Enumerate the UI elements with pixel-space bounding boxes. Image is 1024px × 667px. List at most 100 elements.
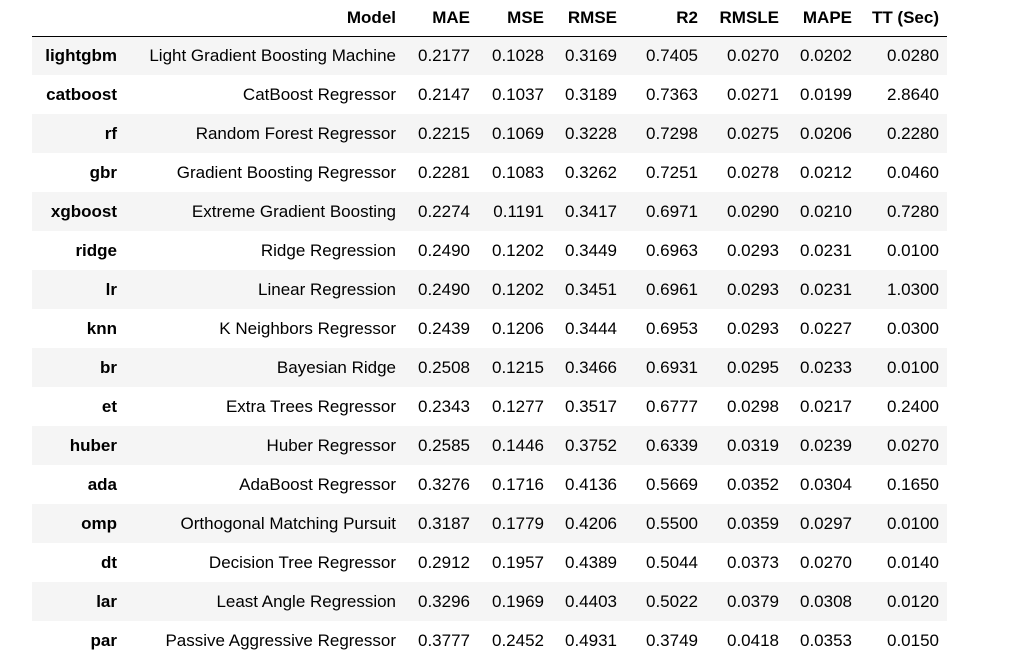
table-row: xgboost Extreme Gradient Boosting 0.2274 0.… bbox=[32, 192, 947, 231]
mae-cell: 0.2274 bbox=[418, 201, 470, 221]
tt-cell: 2.8640 bbox=[887, 84, 939, 104]
mae-cell: 0.2912 bbox=[418, 552, 470, 572]
mse-cell: 0.1069 bbox=[492, 123, 544, 143]
rmse-cell: 0.3417 bbox=[565, 201, 617, 221]
model-name-cell: AdaBoost Regressor bbox=[239, 474, 396, 494]
model-name-cell: Extreme Gradient Boosting bbox=[191, 201, 396, 221]
rmse-cell: 0.3444 bbox=[565, 318, 617, 338]
rmse-cell: 0.4389 bbox=[565, 552, 617, 572]
mae-cell: 0.2215 bbox=[418, 123, 470, 143]
table-header: Model MAE MSE RMSE R2 RMSLE MAPE TT (Sec… bbox=[32, 0, 947, 37]
tt-cell: 0.0120 bbox=[887, 591, 939, 611]
mse-cell: 0.1191 bbox=[493, 201, 544, 221]
tt-cell: 0.0270 bbox=[887, 435, 939, 455]
row-index-label: dt bbox=[100, 552, 117, 572]
mae-cell: 0.2490 bbox=[418, 240, 470, 260]
model-name-cell: Ridge Regression bbox=[260, 240, 396, 260]
row-index-label: xgboost bbox=[50, 201, 117, 221]
rmsle-cell: 0.0379 bbox=[727, 591, 779, 611]
mae-cell: 0.2585 bbox=[418, 435, 470, 455]
mae-cell: 0.3276 bbox=[418, 474, 470, 494]
tt-cell: 0.0280 bbox=[887, 45, 939, 65]
table-row: huber Huber Regressor 0.2585 0.1446 0.3752 0.… bbox=[32, 426, 947, 465]
table-row: catboost CatBoost Regressor 0.2147 0.1037 0.… bbox=[32, 75, 947, 114]
tt-cell: 0.7280 bbox=[887, 201, 939, 221]
model-name-cell: Random Forest Regressor bbox=[195, 123, 396, 143]
rmse-cell: 0.3752 bbox=[565, 435, 617, 455]
r2-cell: 0.7405 bbox=[646, 45, 698, 65]
model-name-cell: K Neighbors Regressor bbox=[219, 318, 396, 338]
mae-cell: 0.3296 bbox=[418, 591, 470, 611]
row-index-label: ridge bbox=[75, 240, 117, 260]
r2-cell: 0.7363 bbox=[646, 84, 698, 104]
model-name-cell: Light Gradient Boosting Machine bbox=[149, 45, 396, 65]
table-row: gbr Gradient Boosting Regressor 0.2281 0.10… bbox=[32, 153, 947, 192]
rmsle-cell: 0.0278 bbox=[727, 162, 779, 182]
rmsle-cell: 0.0290 bbox=[727, 201, 779, 221]
rmsle-cell: 0.0352 bbox=[727, 474, 779, 494]
tt-cell: 0.1650 bbox=[887, 474, 939, 494]
mse-cell: 0.1202 bbox=[492, 240, 544, 260]
mape-cell: 0.0239 bbox=[800, 435, 852, 455]
mse-cell: 0.1446 bbox=[492, 435, 544, 455]
rmsle-cell: 0.0293 bbox=[727, 279, 779, 299]
mse-cell: 0.1037 bbox=[492, 84, 544, 104]
mse-cell: 0.1202 bbox=[492, 279, 544, 299]
rmsle-cell: 0.0295 bbox=[727, 357, 779, 377]
mae-cell: 0.2439 bbox=[418, 318, 470, 338]
model-header: Model bbox=[125, 0, 404, 37]
r2-cell: 0.7298 bbox=[646, 123, 698, 143]
row-index-label: rf bbox=[104, 123, 117, 143]
rmsle-cell: 0.0271 bbox=[727, 84, 779, 104]
model-name-cell: Gradient Boosting Regressor bbox=[176, 162, 396, 182]
tt-cell: 0.0460 bbox=[887, 162, 939, 182]
r2-cell: 0.6339 bbox=[646, 435, 698, 455]
model-name-cell: Decision Tree Regressor bbox=[208, 552, 396, 572]
mape-cell: 0.0202 bbox=[800, 45, 852, 65]
table-row: lar Least Angle Regression 0.3296 0.1969 0.4… bbox=[32, 582, 947, 621]
r2-cell: 0.7251 bbox=[646, 162, 698, 182]
mape-cell: 0.0217 bbox=[800, 396, 852, 416]
table-row: dt Decision Tree Regressor 0.2912 0.1957 0.4… bbox=[32, 543, 947, 582]
rmse-cell: 0.3517 bbox=[565, 396, 617, 416]
mae-cell: 0.2177 bbox=[418, 45, 470, 65]
rmse-cell: 0.4206 bbox=[565, 513, 617, 533]
row-index-label: par bbox=[90, 630, 117, 650]
mape-cell: 0.0206 bbox=[800, 123, 852, 143]
rmse-cell: 0.3189 bbox=[565, 84, 617, 104]
rmsle-cell: 0.0298 bbox=[727, 396, 779, 416]
tt-cell: 0.0100 bbox=[887, 357, 939, 377]
mape-cell: 0.0353 bbox=[800, 630, 852, 650]
r2-cell: 0.6971 bbox=[646, 201, 698, 221]
mse-cell: 0.1779 bbox=[492, 513, 544, 533]
table-row: lr Linear Regression 0.2490 0.1202 0.3451 0.6… bbox=[32, 270, 947, 309]
mape-cell: 0.0227 bbox=[800, 318, 852, 338]
tt-cell: 0.0100 bbox=[887, 513, 939, 533]
r2-cell: 0.6931 bbox=[646, 357, 698, 377]
table-row: omp Orthogonal Matching Pursuit 0.3187 0.17… bbox=[32, 504, 947, 543]
mse-cell: 0.2452 bbox=[492, 630, 544, 650]
model-name-cell: Least Angle Regression bbox=[216, 591, 396, 611]
model-name-cell: Orthogonal Matching Pursuit bbox=[180, 513, 396, 533]
r2-cell: 0.5022 bbox=[646, 591, 698, 611]
mape-header: MAPE bbox=[787, 0, 860, 37]
table-row: ridge Ridge Regression 0.2490 0.1202 0.3449 0… bbox=[32, 231, 947, 270]
rmse-cell: 0.3262 bbox=[565, 162, 617, 182]
header-row: Model MAE MSE RMSE R2 RMSLE MAPE TT (Sec… bbox=[32, 0, 947, 37]
r2-cell: 0.6953 bbox=[646, 318, 698, 338]
r2-cell: 0.6961 bbox=[646, 279, 698, 299]
mae-cell: 0.3777 bbox=[418, 630, 470, 650]
tt-cell: 0.0300 bbox=[887, 318, 939, 338]
rmse-cell: 0.3451 bbox=[565, 279, 617, 299]
mae-cell: 0.2343 bbox=[418, 396, 470, 416]
row-index-label: lr bbox=[105, 279, 117, 299]
tt-cell: 0.0140 bbox=[887, 552, 939, 572]
mse-cell: 0.1083 bbox=[492, 162, 544, 182]
mape-cell: 0.0308 bbox=[800, 591, 852, 611]
mae-header: MAE bbox=[404, 0, 478, 37]
mse-cell: 0.1028 bbox=[492, 45, 544, 65]
rmsle-header: RMSLE bbox=[706, 0, 787, 37]
tt-cell: 0.2400 bbox=[887, 396, 939, 416]
model-name-cell: Bayesian Ridge bbox=[276, 357, 396, 377]
